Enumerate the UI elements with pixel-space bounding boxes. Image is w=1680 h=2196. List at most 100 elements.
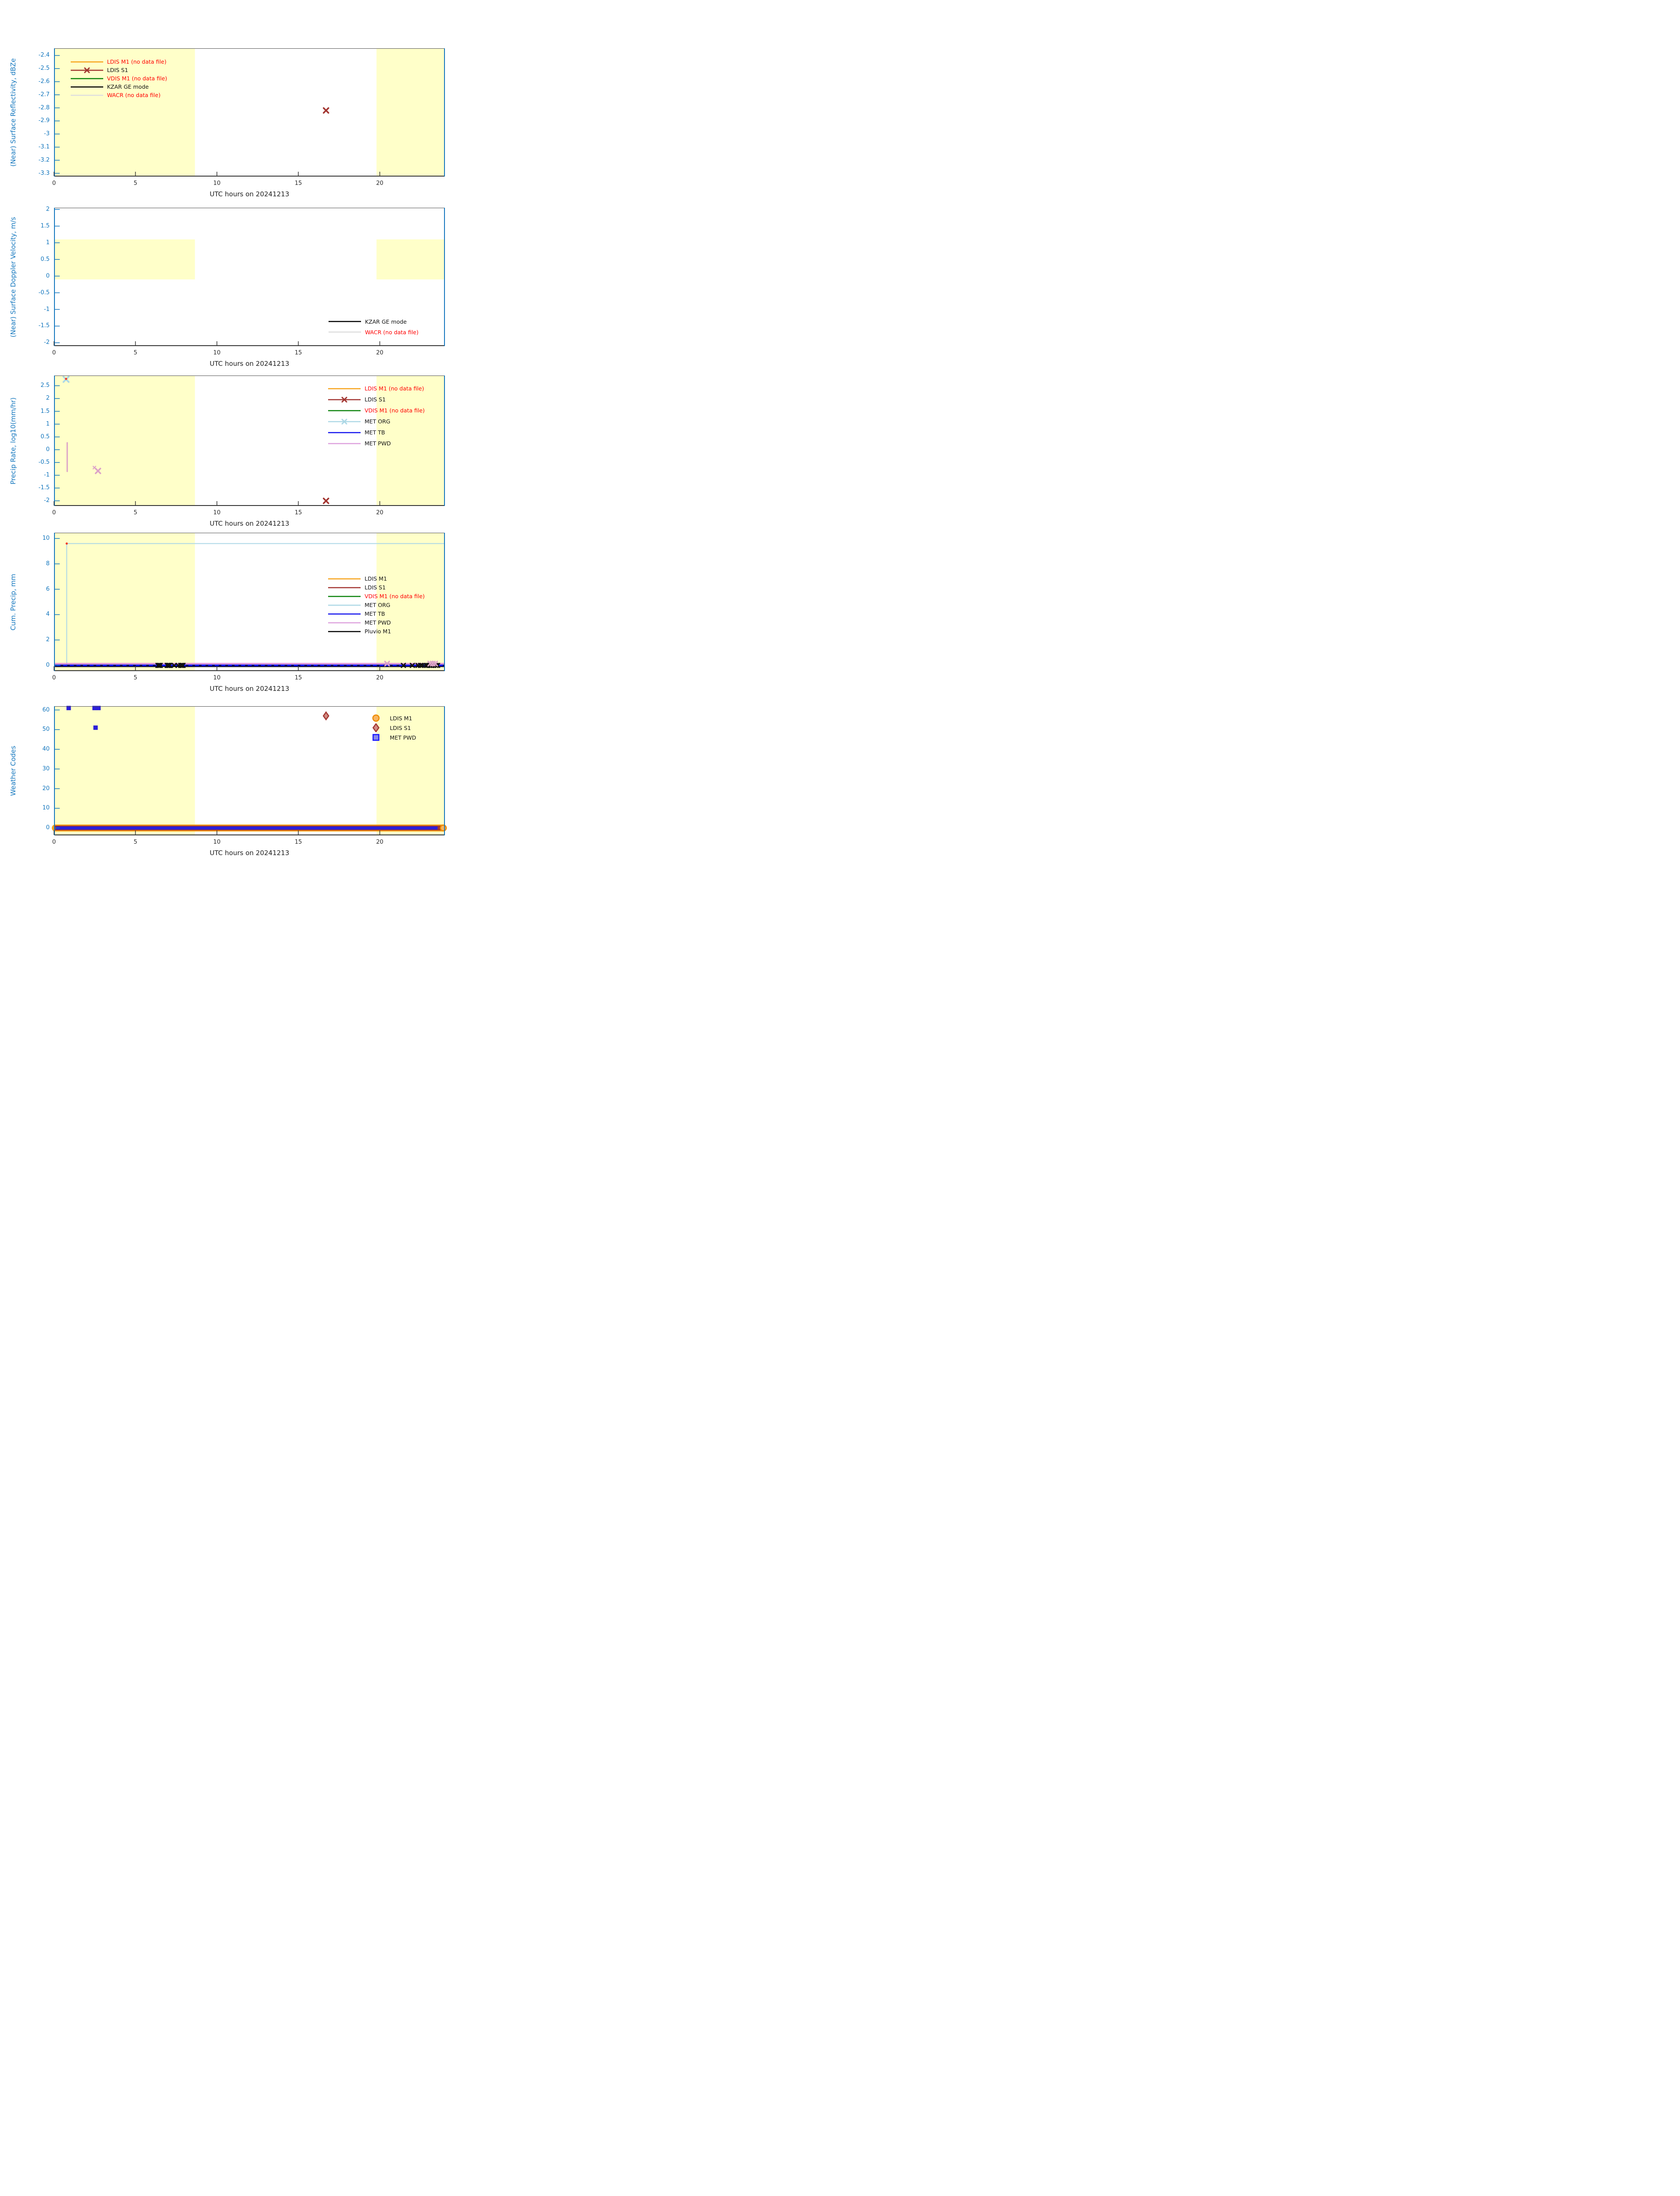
- legend-entry: MET PWD: [327, 618, 425, 627]
- x-tick-label: 5: [134, 509, 137, 516]
- legend-swatch: [372, 723, 379, 733]
- y-tick-label: -3.1: [38, 143, 50, 150]
- figure: -2.4 -2.5 -2.6 -2.7 -2.8 -2.9 -3 -3.1 -3.2 -3.3 0 5…: [0, 0, 560, 878]
- panel-1-reflectivity-plot: [54, 48, 445, 177]
- y-tick-label: 20: [42, 785, 50, 792]
- marker-x-MET PWD x: [432, 661, 438, 667]
- legend-swatch: [328, 587, 361, 588]
- legend-swatch: [328, 388, 361, 390]
- marker-x-MET PWD x: [384, 661, 390, 667]
- legend-entry-label: WACR (no data file): [365, 329, 419, 336]
- legend-entry-label: MET TB: [365, 429, 385, 436]
- y-tick-label: 40: [42, 746, 50, 753]
- x-tick-label: 20: [376, 350, 383, 356]
- marker-x-black x cluster: [419, 663, 425, 668]
- marker-square-MET PWD codes: [66, 706, 71, 711]
- legend-swatch: [328, 631, 361, 632]
- legend-swatch: [328, 443, 361, 444]
- x-tick-label: 15: [294, 350, 302, 356]
- y-tick-label: -1: [44, 472, 50, 479]
- legend-entry-label: VDIS M1 (no data file): [365, 407, 425, 414]
- legend-swatch: [328, 432, 361, 433]
- no-data-band: [376, 376, 445, 506]
- x-axis-label: UTC hours on 20241213: [210, 520, 289, 527]
- no-data-band: [54, 376, 195, 506]
- legend-swatch: [70, 67, 103, 73]
- legend-entry-label: WACR (no data file): [107, 92, 161, 99]
- legend-entry-label: KZAR GE mode: [365, 318, 407, 325]
- y-tick-label: 10: [42, 535, 50, 542]
- marker-x-black x cluster: [157, 663, 163, 668]
- legend-swatch: [328, 419, 361, 425]
- legend-entry-label: LDIS M1 (no data file): [365, 385, 424, 392]
- legend-swatch: [328, 622, 361, 623]
- marker-x-black x cluster: [167, 663, 173, 668]
- y-tick-label: 2.5: [40, 382, 50, 389]
- marker-square-MET PWD codes: [93, 725, 98, 730]
- no-data-band: [376, 239, 445, 280]
- x-tick-label: 10: [213, 180, 221, 187]
- marker-square-MET PWD codes: [92, 706, 97, 711]
- y-tick-label: -3.3: [38, 170, 50, 177]
- marker-x-LDIS S1: [323, 107, 329, 114]
- legend-entry-label: KZAR GE mode: [107, 83, 149, 90]
- legend-entry: LDIS M1: [327, 574, 425, 583]
- legend-swatch: [328, 578, 361, 579]
- legend-swatch: [329, 321, 361, 322]
- diamond-icon: [372, 723, 379, 733]
- x-tick-label: 10: [213, 839, 221, 845]
- legend-entry-label: LDIS M1: [365, 575, 387, 582]
- x-tick-label: 5: [134, 180, 137, 187]
- legend-entry: LDIS S1: [70, 66, 167, 74]
- legend-entry: LDIS M1 (no data file): [70, 58, 167, 66]
- marker-square-MET PWD codes: [96, 706, 101, 711]
- legend-entry-label: VDIS M1 (no data file): [107, 75, 167, 82]
- legend-swatch: [372, 714, 379, 722]
- legend-entry: VDIS M1 (no data file): [70, 74, 167, 83]
- y-axis-label-reflectivity: (Near) Surface Reflectivity, dBZe: [9, 58, 17, 167]
- x-tick-label: 20: [376, 839, 383, 845]
- x-tick-label: 5: [134, 350, 137, 356]
- y-tick-label: 2: [46, 206, 50, 213]
- panel-5-weather-codes-plot: [51, 706, 447, 835]
- y-tick-label: -2: [44, 497, 50, 504]
- marker-dot-red-dot: [65, 378, 67, 380]
- legend-entry-label: LDIS S1: [365, 584, 386, 591]
- y-tick-label: -2.8: [38, 104, 50, 111]
- legend-x-marker-icon: [84, 67, 90, 73]
- legend-swatch: [372, 734, 379, 741]
- legend-entry-label: MET ORG: [365, 602, 390, 608]
- y-tick-label: 50: [42, 726, 50, 733]
- y-tick-label: 2: [46, 395, 50, 402]
- legend-swatch: [328, 596, 361, 597]
- legend-entry: MET ORG: [327, 601, 425, 610]
- marker-x-black x cluster: [156, 663, 162, 668]
- legend-entry-label: Pluvio M1: [365, 628, 391, 635]
- panel-3-legend: LDIS M1 (no data file) LDIS S1 VDIS M1 (no…: [327, 383, 425, 449]
- x-tick-label: 20: [376, 675, 383, 681]
- legend-entry: WACR (no data file): [70, 91, 167, 99]
- legend-entry: MET TB: [327, 610, 425, 618]
- y-tick-label: 0.5: [40, 256, 50, 263]
- no-data-band: [376, 533, 445, 671]
- y-tick-label: -1.5: [38, 322, 50, 329]
- legend-entry: MET PWD: [365, 733, 416, 742]
- y-tick-label: -0.5: [38, 289, 50, 296]
- y-tick-label: 1: [46, 239, 50, 246]
- panel-2-legend: KZAR GE mode WACR (no data file): [328, 316, 419, 337]
- x-tick-label: 10: [213, 350, 221, 356]
- legend-entry: LDIS M1 (no data file): [327, 383, 425, 394]
- x-tick-label: 0: [52, 675, 56, 681]
- marker-x-black x cluster: [171, 663, 177, 668]
- x-tick-label: 0: [52, 839, 56, 845]
- x-tick-label: 15: [294, 509, 302, 516]
- y-tick-label: -3.2: [38, 156, 50, 163]
- legend-entry-label: MET TB: [365, 610, 385, 617]
- y-tick-label: -2: [44, 339, 50, 346]
- legend-entry: VDIS M1 (no data file): [327, 592, 425, 601]
- y-tick-label: -0.5: [38, 459, 50, 466]
- y-tick-label: 30: [42, 765, 50, 772]
- y-axis-label-doppler-velocity: (Near) Surface Doppler Velocity, m/s: [9, 217, 17, 337]
- legend-entry: MET TB: [327, 427, 425, 438]
- legend-entry-label: LDIS S1: [107, 67, 128, 74]
